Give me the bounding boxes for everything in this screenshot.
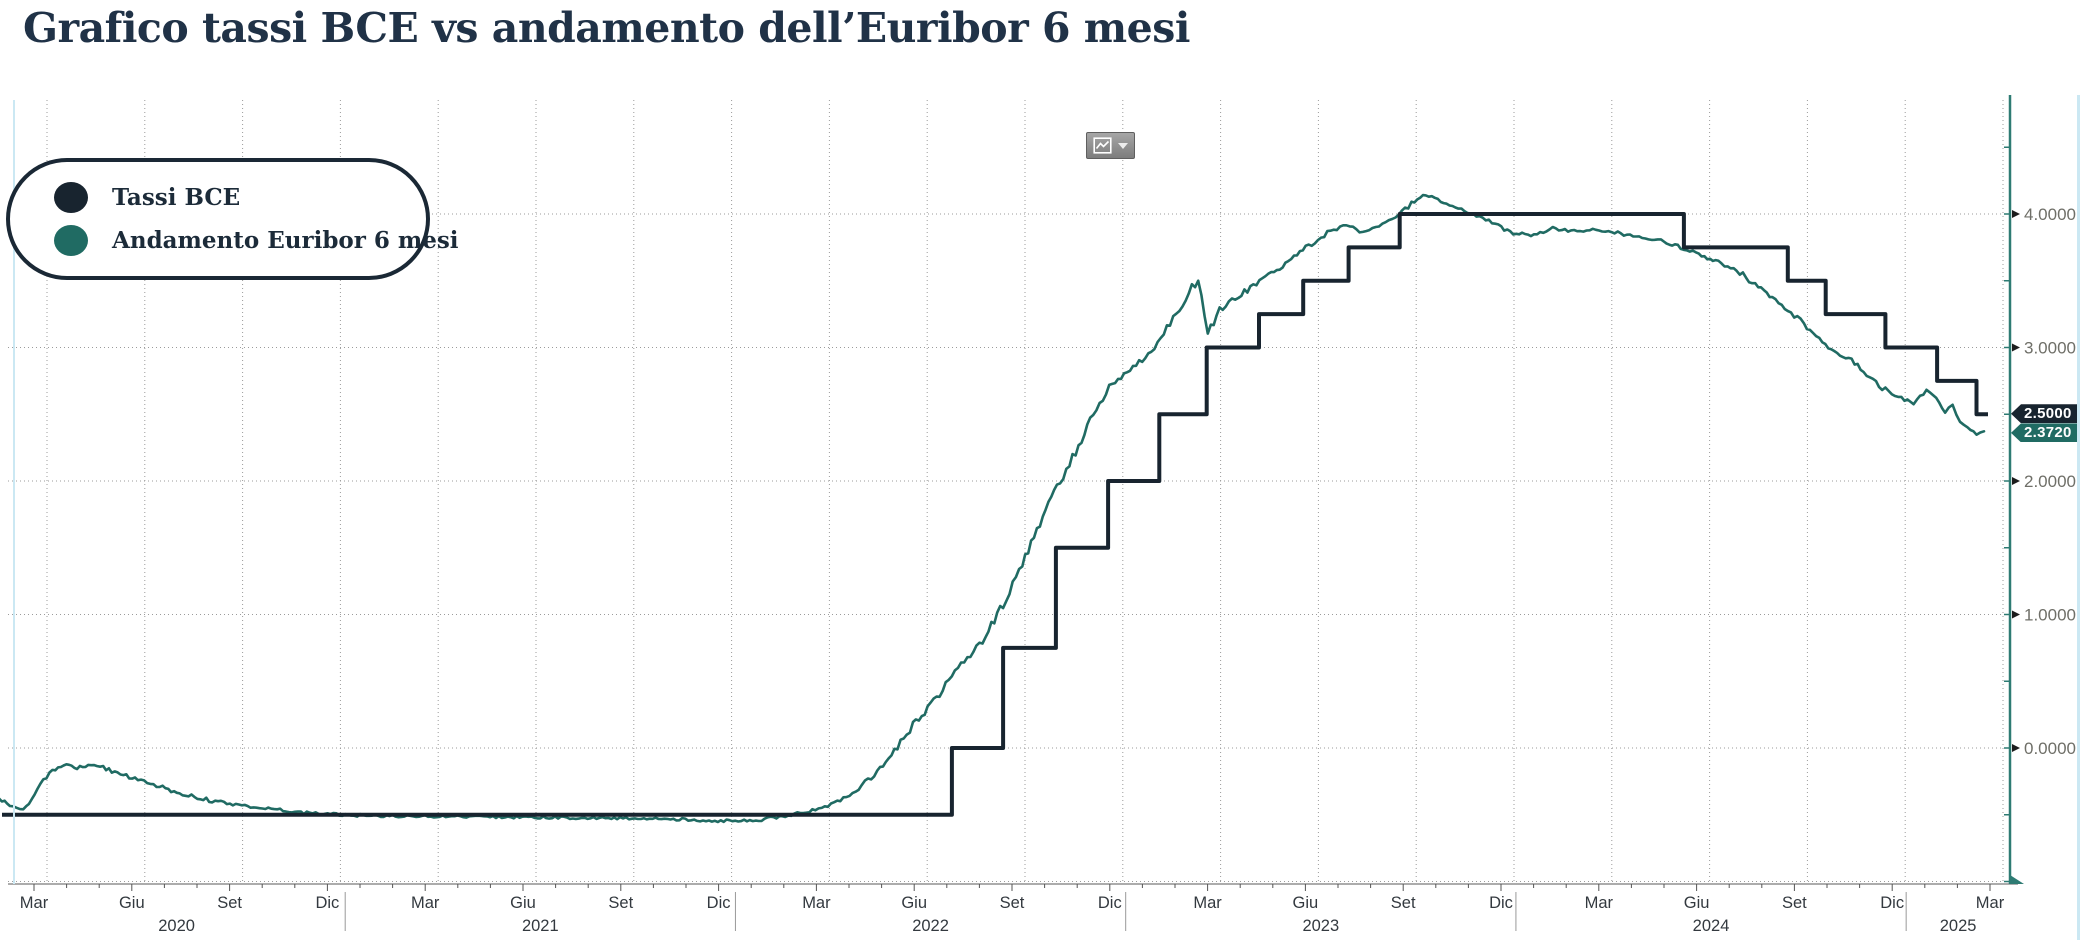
line-chart-icon [1093, 137, 1112, 154]
price-tag-tassi-bce: 2.5000 [2011, 404, 2077, 424]
euribor-line-series [0, 193, 1986, 824]
legend-dot-euribor [54, 225, 88, 256]
svg-text:2020: 2020 [158, 917, 195, 935]
legend-label-euribor: Andamento Euribor 6 mesi [112, 227, 459, 254]
svg-text:2024: 2024 [1693, 917, 1730, 935]
svg-text:1.0000: 1.0000 [2024, 606, 2076, 625]
svg-text:Mar: Mar [20, 894, 49, 912]
chart-style-button[interactable] [1086, 132, 1135, 159]
svg-text:Dic: Dic [1880, 894, 1904, 912]
svg-text:4.0000: 4.0000 [2024, 205, 2076, 224]
svg-text:Dic: Dic [1098, 894, 1122, 912]
svg-text:Giu: Giu [510, 894, 536, 912]
svg-text:2021: 2021 [522, 917, 559, 935]
svg-text:Giu: Giu [901, 894, 927, 912]
svg-text:2.0000: 2.0000 [2024, 472, 2076, 491]
left-pane-border [13, 100, 15, 884]
svg-text:Mar: Mar [1976, 894, 2005, 912]
svg-text:Mar: Mar [1585, 894, 1614, 912]
svg-text:Mar: Mar [1193, 894, 1222, 912]
svg-text:2023: 2023 [1302, 917, 1339, 935]
page-title: Grafico tassi BCE vs andamento dell’Euri… [23, 4, 1190, 52]
svg-text:Set: Set [217, 894, 242, 912]
svg-text:2025: 2025 [1940, 917, 1977, 935]
svg-text:Mar: Mar [802, 894, 831, 912]
right-pane-border [2077, 95, 2080, 940]
legend: Tassi BCE Andamento Euribor 6 mesi [6, 158, 459, 280]
tassi-bce-step-series [2, 212, 1988, 817]
legend-item-euribor: Andamento Euribor 6 mesi [54, 225, 459, 256]
svg-text:Dic: Dic [315, 894, 339, 912]
svg-text:0.0000: 0.0000 [2024, 739, 2076, 758]
svg-text:Mar: Mar [411, 894, 440, 912]
legend-item-tassi-bce: Tassi BCE [54, 182, 426, 213]
svg-text:Set: Set [608, 894, 633, 912]
price-tag-euribor: 2.3720 [2011, 423, 2077, 443]
legend-label-tassi-bce: Tassi BCE [112, 184, 241, 211]
svg-text:Set: Set [1782, 894, 1807, 912]
svg-text:Giu: Giu [1684, 894, 1710, 912]
legend-dot-tassi-bce [54, 182, 88, 213]
svg-text:Set: Set [1000, 894, 1025, 912]
svg-text:Giu: Giu [1293, 894, 1319, 912]
svg-text:2022: 2022 [912, 917, 949, 935]
svg-text:Dic: Dic [1489, 894, 1513, 912]
svg-text:3.0000: 3.0000 [2024, 339, 2076, 358]
svg-text:Dic: Dic [707, 894, 731, 912]
caret-down-icon [1118, 142, 1128, 149]
svg-text:Set: Set [1391, 894, 1416, 912]
svg-text:Giu: Giu [119, 894, 145, 912]
